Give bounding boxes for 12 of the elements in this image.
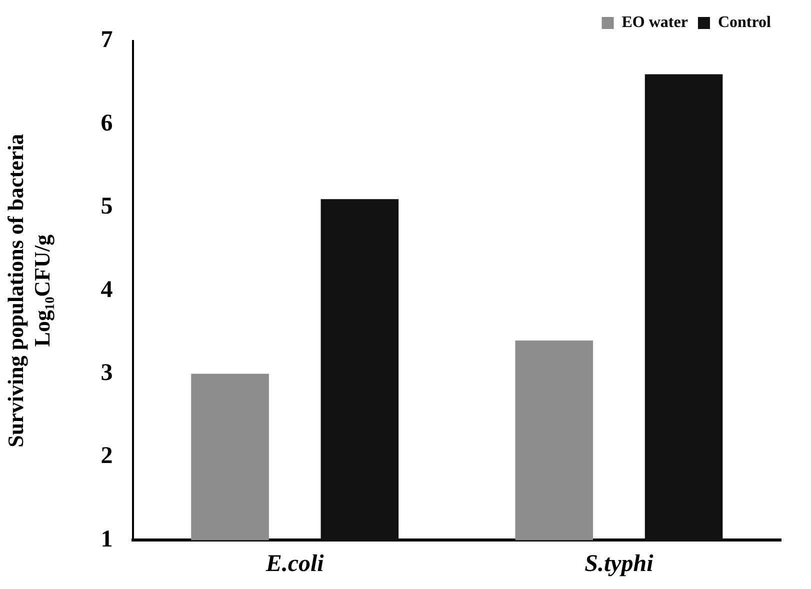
y-tick-label: 3: [100, 360, 113, 386]
y-tick-label: 5: [100, 194, 113, 220]
x-tick-label: S.typhi: [584, 550, 654, 577]
y-tick-label: 4: [100, 276, 113, 303]
y-axis-title: Surviving populations of bacteria Log₁₀CFU/g: [2, 134, 54, 448]
legend-label: Control: [718, 14, 772, 32]
y-tick-label: 7: [100, 27, 113, 54]
y-tick-label: 2: [100, 443, 113, 470]
legend-label: EO water: [622, 14, 688, 32]
x-tick-label: E.coli: [264, 550, 324, 577]
y-tick-label: 6: [100, 110, 113, 136]
y-tick-label: 1: [100, 526, 113, 552]
